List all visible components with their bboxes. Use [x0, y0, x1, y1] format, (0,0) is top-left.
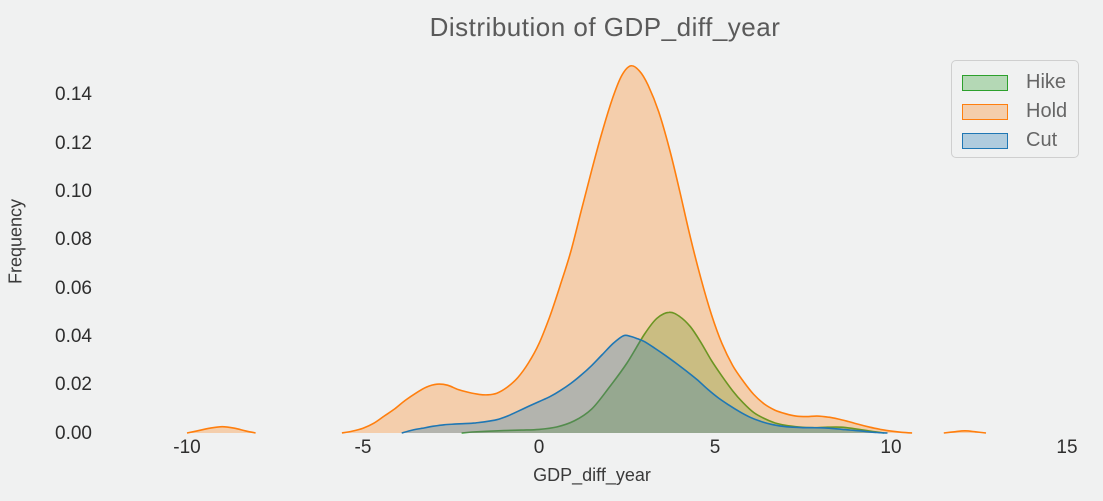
hold-density-line — [186, 425, 256, 434]
cut-legend-swatch — [962, 132, 1008, 149]
x-tick-label: -10 — [173, 437, 201, 458]
x-tick-label: -5 — [354, 437, 372, 458]
hold-density-line — [341, 64, 913, 434]
legend: Hike Hold Cut — [951, 60, 1079, 158]
y-tick-label: 0.14 — [55, 84, 92, 106]
y-axis-label: Frequency — [5, 198, 26, 285]
hold-density-line — [943, 430, 987, 434]
x-tick-label: 15 — [1056, 437, 1078, 458]
x-tick-label: 0 — [533, 437, 545, 458]
hold-density-fill — [187, 426, 256, 433]
hold-density-fill — [341, 65, 913, 433]
x-tick-label: 5 — [709, 437, 721, 458]
legend-label: Hike — [1026, 71, 1067, 93]
legend-entry-cut: Cut — [962, 126, 1078, 155]
cut-density-line — [401, 334, 888, 434]
x-axis-label: GDP_diff_year — [533, 465, 651, 485]
hike-legend-swatch — [962, 74, 1008, 91]
y-tick-label: 0.12 — [55, 132, 92, 154]
cut-density-fill — [401, 335, 888, 433]
y-tick-label: 0.02 — [55, 374, 92, 396]
y-tick-label: 0.08 — [55, 229, 92, 251]
hike-density-fill — [461, 312, 884, 433]
x-tick-label: 10 — [880, 437, 902, 458]
legend-label: Hold — [1026, 100, 1068, 122]
legend-entry-hold: Hold — [962, 97, 1078, 126]
chart-title: Distribution of GDP_diff_year — [429, 12, 781, 42]
legend-label: Cut — [1026, 129, 1058, 151]
y-tick-label: 0.00 — [55, 422, 92, 444]
y-tick-label: 0.04 — [55, 325, 92, 347]
legend-items: Hike Hold Cut — [962, 68, 1078, 155]
y-tick-label: 0.10 — [55, 181, 92, 202]
legend-entry-hike: Hike — [962, 68, 1078, 97]
y-tick-label: 0.06 — [55, 277, 92, 299]
hold-legend-swatch — [962, 103, 1008, 120]
